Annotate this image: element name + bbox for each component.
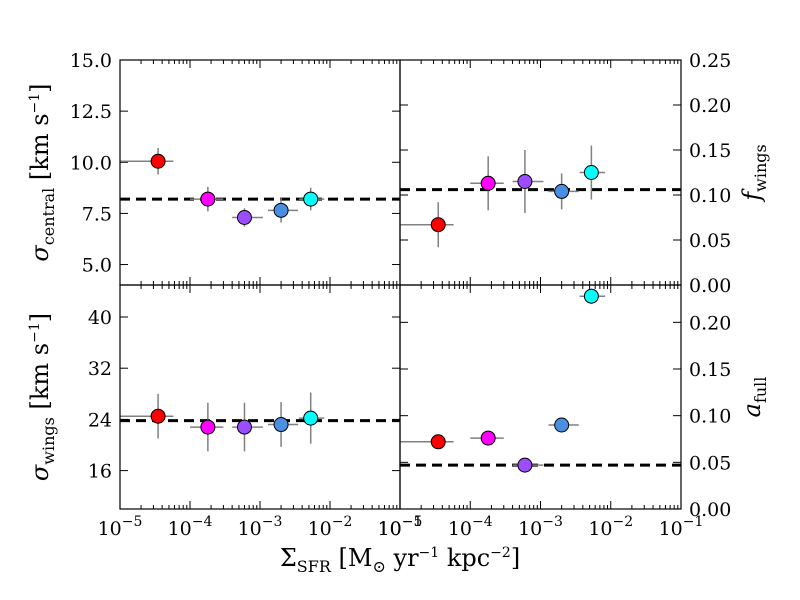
panel-frame [399,284,682,510]
panel-frame [119,59,401,286]
y-tick-label: 32 [88,358,112,380]
y-axis-title: σwings [km s−1] [26,313,58,481]
x-tick-label: 10−3 [518,514,563,540]
y-tick-label: 24 [88,409,112,431]
data-point [583,165,599,180]
y-tick-label: 0.10 [689,406,731,428]
data-point [150,153,166,169]
x-tick-label: 10−2 [308,514,353,540]
data-point [554,183,570,199]
data-point [430,434,446,450]
y-tick-label: 0.15 [689,140,731,162]
x-tick-label: 10−5 [378,514,423,540]
label-layer: 5.0 7.5 10.0 12.5 15.0 σcentral [km s−1] 0.00 0… [26,50,770,576]
x-tick-label: 10−1 [378,514,423,540]
y-tick-label: 0.05 [689,452,731,474]
data-point [150,408,166,424]
x-tick-label: 10−3 [238,514,283,540]
plot-layer [119,59,682,510]
data-point [583,288,599,304]
panel-frame [119,284,401,510]
data-point [480,430,496,446]
y-tick-label: 15.0 [70,50,112,72]
x-tick-label: 10−5 [98,514,143,540]
y-tick-label: 0.20 [689,95,731,117]
y-tick-label: 0.05 [689,230,731,252]
y-tick-label: 40 [88,307,112,329]
data-point [273,202,289,218]
data-point [200,191,216,207]
data-point [517,174,533,189]
data-point [554,417,570,433]
data-point [303,410,319,426]
y-tick-label: 0.00 [689,499,731,521]
data-point [430,217,446,233]
y-axis-title: fwings [738,144,770,202]
data-point [236,419,252,435]
x-tick-label: 10−4 [448,514,493,540]
y-tick-label: 0.15 [689,359,731,381]
data-point [480,175,496,191]
x-tick-label: 10−4 [168,514,213,540]
x-axis-title: ΣSFR [M⊙ yr−1 kpc−2] [280,544,520,576]
panel-frame [399,59,682,286]
y-tick-label: 5.0 [82,255,112,277]
data-point [517,457,533,473]
data-point [200,419,216,435]
y-tick-label: 0.20 [689,312,731,334]
data-point [236,210,252,225]
y-tick-label: 0.00 [689,275,731,297]
y-axis-title: σcentral [km s−1] [26,83,58,261]
y-tick-label: 0.10 [689,185,731,207]
y-tick-label: 0.25 [689,50,731,72]
y-tick-label: 16 [88,461,112,483]
data-point [273,417,289,433]
x-tick-label: 10−1 [659,514,704,540]
data-point [303,191,319,207]
y-axis-title: afull [738,377,770,418]
y-tick-label: 7.5 [82,203,112,225]
x-tick-label: 10−2 [588,514,633,540]
y-tick-label: 12.5 [70,101,112,123]
y-tick-label: 10.0 [70,152,112,174]
